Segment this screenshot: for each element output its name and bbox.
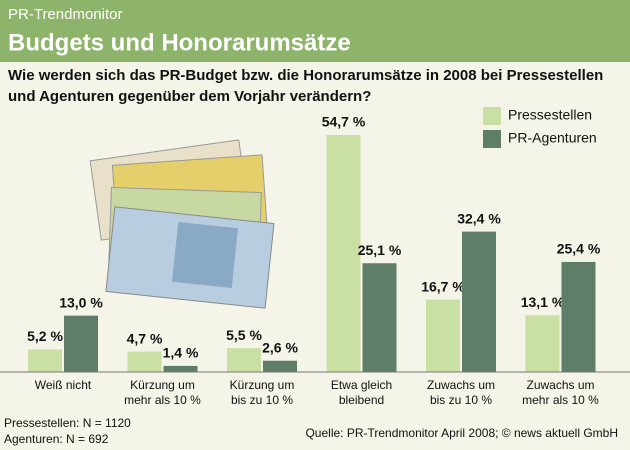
subtitle: Wie werden sich das PR-Budget bzw. die H… — [8, 67, 603, 84]
value-label: 25,1 % — [358, 242, 402, 258]
subtitle: und Agenturen gegenüber dem Vorjahr verä… — [8, 88, 371, 105]
x-tick-label: mehr als 10 % — [522, 393, 599, 407]
header-band — [0, 0, 630, 62]
bar — [426, 299, 460, 372]
bar — [362, 263, 397, 372]
x-tick-label: bleibend — [339, 393, 384, 407]
note: Pressestellen: N = 1120 — [4, 416, 131, 430]
x-tick-label: bis zu 10 % — [231, 393, 293, 407]
legend-swatch — [483, 107, 501, 125]
bar — [227, 348, 261, 372]
x-tick-label: Zuwachs um — [427, 378, 495, 392]
note: Agenturen: N = 692 — [4, 432, 109, 446]
legend-swatch — [483, 130, 501, 148]
bar — [326, 135, 361, 372]
legend-label: PR-Agenturen — [508, 130, 597, 146]
bar — [525, 315, 560, 372]
bar — [28, 349, 62, 372]
x-tick-label: Kürzung um — [130, 378, 195, 392]
legend-label: Pressestellen — [508, 107, 592, 123]
value-label: 5,2 % — [27, 328, 63, 344]
bar — [263, 360, 297, 372]
banknotes — [89, 139, 275, 309]
bar — [561, 261, 596, 372]
x-tick-label: Zuwachs um — [526, 378, 594, 392]
value-label: 13,0 % — [59, 294, 103, 310]
source: Quelle: PR-Trendmonitor April 2008; © ne… — [305, 426, 618, 440]
kicker: PR-Trendmonitor — [8, 6, 122, 23]
value-label: 4,7 % — [127, 330, 163, 346]
value-label: 25,4 % — [557, 241, 601, 257]
x-tick-label: bis zu 10 % — [430, 393, 492, 407]
value-label: 32,4 % — [457, 210, 501, 226]
bar — [127, 351, 162, 372]
x-tick-label: Weiß nicht — [35, 378, 92, 392]
value-label: 54,7 % — [322, 114, 366, 130]
value-label: 13,1 % — [521, 294, 565, 310]
value-label: 1,4 % — [163, 345, 199, 361]
title: Budgets und Honorarumsätze — [8, 29, 351, 56]
x-tick-label: mehr als 10 % — [124, 393, 201, 407]
x-tick-label: Kürzung um — [230, 378, 295, 392]
value-label: 5,5 % — [226, 327, 262, 343]
bar — [462, 231, 496, 372]
bar — [163, 365, 198, 372]
value-label: 2,6 % — [262, 339, 298, 355]
value-label: 16,7 % — [421, 278, 465, 294]
bar — [64, 315, 98, 372]
x-tick-label: Etwa gleich — [331, 378, 392, 392]
